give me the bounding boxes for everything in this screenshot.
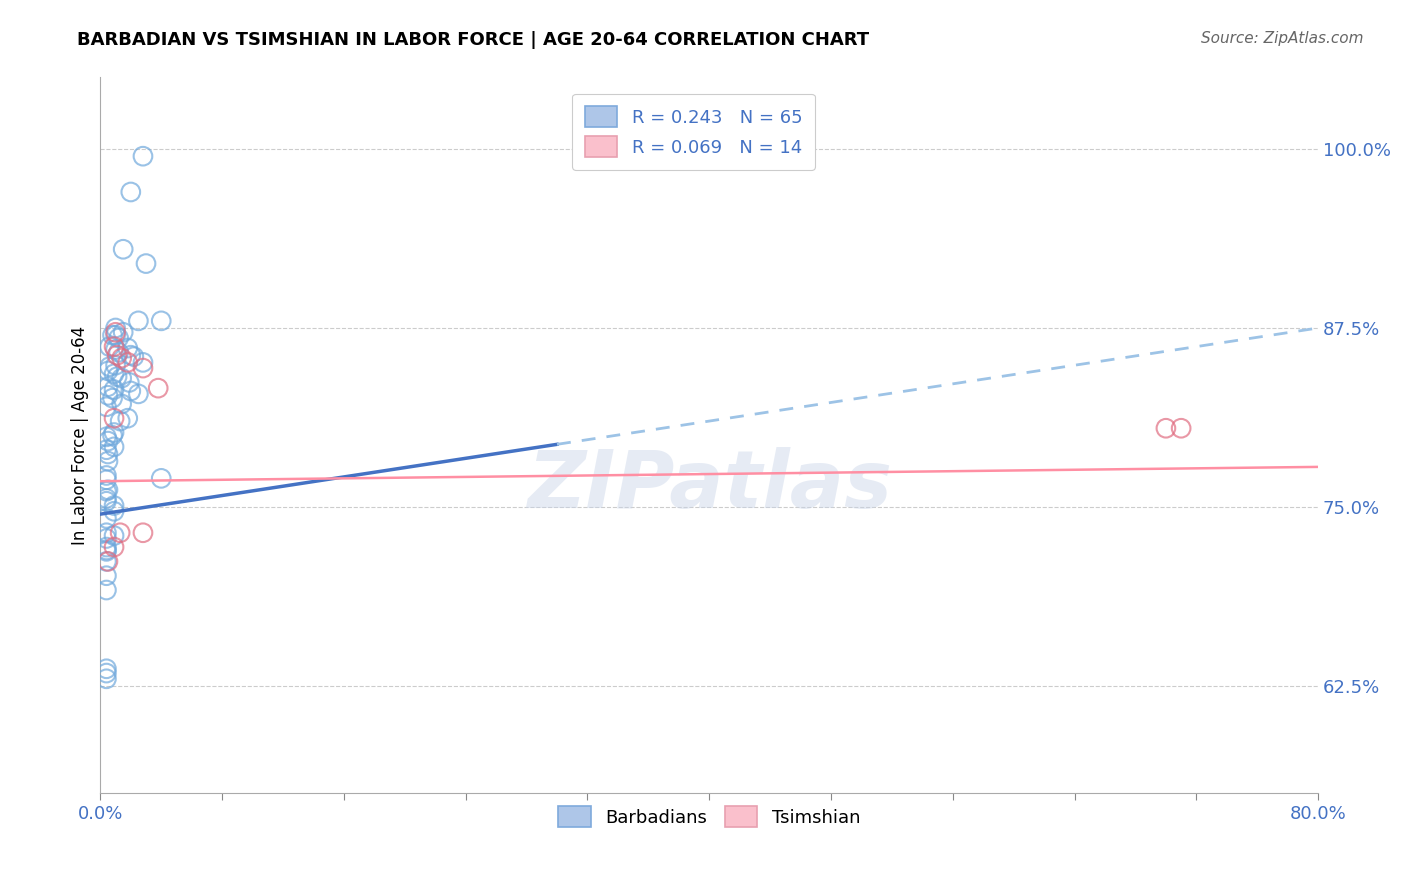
Point bbox=[122, 350, 145, 364]
Point bbox=[104, 328, 127, 343]
Point bbox=[104, 326, 127, 340]
Point bbox=[103, 367, 125, 381]
Point bbox=[103, 499, 125, 513]
Point bbox=[96, 666, 118, 681]
Point bbox=[111, 351, 134, 365]
Point bbox=[132, 355, 155, 369]
Y-axis label: In Labor Force | Age 20-64: In Labor Force | Age 20-64 bbox=[72, 326, 89, 545]
Point bbox=[103, 540, 125, 554]
Point bbox=[96, 430, 118, 444]
Point bbox=[117, 411, 139, 425]
Point bbox=[105, 348, 128, 362]
Point bbox=[96, 544, 118, 558]
Point bbox=[96, 491, 118, 506]
Point bbox=[96, 662, 118, 676]
Point bbox=[103, 411, 125, 425]
Point bbox=[150, 314, 173, 328]
Point bbox=[97, 447, 120, 461]
Point bbox=[97, 554, 120, 568]
Point bbox=[96, 554, 118, 568]
Point bbox=[111, 371, 134, 385]
Point bbox=[103, 383, 125, 397]
Text: BARBADIAN VS TSIMSHIAN IN LABOR FORCE | AGE 20-64 CORRELATION CHART: BARBADIAN VS TSIMSHIAN IN LABOR FORCE | … bbox=[77, 31, 869, 49]
Point bbox=[111, 397, 134, 411]
Point bbox=[1154, 421, 1177, 435]
Point bbox=[101, 328, 124, 343]
Point bbox=[96, 540, 118, 554]
Point bbox=[112, 326, 135, 340]
Point bbox=[107, 331, 129, 345]
Point bbox=[96, 532, 118, 546]
Point bbox=[105, 369, 128, 384]
Point bbox=[148, 381, 170, 395]
Legend: Barbadians, Tsimshian: Barbadians, Tsimshian bbox=[551, 799, 868, 834]
Point bbox=[108, 525, 131, 540]
Point bbox=[104, 343, 127, 357]
Point bbox=[97, 380, 120, 394]
Point bbox=[107, 345, 129, 359]
Point bbox=[96, 400, 118, 414]
Point bbox=[96, 582, 118, 597]
Point bbox=[96, 468, 118, 483]
Point bbox=[97, 454, 120, 468]
Point bbox=[103, 440, 125, 454]
Point bbox=[135, 256, 157, 270]
Point bbox=[132, 361, 155, 376]
Point bbox=[96, 511, 118, 525]
Point bbox=[96, 568, 118, 582]
Point bbox=[96, 543, 118, 558]
Point bbox=[118, 376, 141, 390]
Point bbox=[108, 414, 131, 428]
Point bbox=[120, 185, 142, 199]
Point bbox=[104, 358, 127, 372]
Text: Source: ZipAtlas.com: Source: ZipAtlas.com bbox=[1201, 31, 1364, 46]
Point bbox=[97, 388, 120, 402]
Point bbox=[97, 364, 120, 378]
Point bbox=[96, 473, 118, 487]
Point bbox=[150, 471, 173, 485]
Point bbox=[97, 434, 120, 449]
Point bbox=[132, 149, 155, 163]
Point bbox=[96, 484, 118, 499]
Point bbox=[96, 525, 118, 540]
Point bbox=[96, 672, 118, 686]
Point bbox=[97, 483, 120, 497]
Point bbox=[96, 442, 118, 457]
Point bbox=[104, 321, 127, 335]
Point bbox=[120, 384, 142, 398]
Point bbox=[103, 504, 125, 518]
Point bbox=[103, 340, 125, 354]
Point bbox=[120, 348, 142, 362]
Point bbox=[101, 428, 124, 442]
Point bbox=[98, 359, 121, 374]
Point bbox=[98, 340, 121, 354]
Point bbox=[117, 341, 139, 355]
Point bbox=[96, 494, 118, 508]
Point bbox=[103, 528, 125, 542]
Point bbox=[101, 391, 124, 405]
Point bbox=[112, 242, 135, 256]
Point bbox=[103, 425, 125, 440]
Point bbox=[127, 387, 149, 401]
Point bbox=[127, 314, 149, 328]
Point bbox=[1170, 421, 1192, 435]
Point bbox=[117, 355, 139, 369]
Text: ZIPatlas: ZIPatlas bbox=[527, 447, 891, 524]
Point bbox=[132, 525, 155, 540]
